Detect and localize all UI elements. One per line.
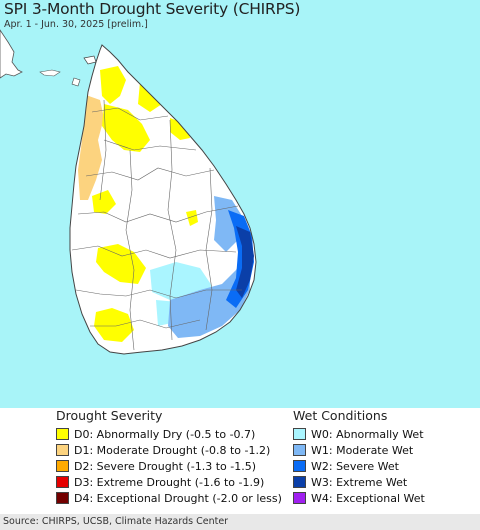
legend-item-w2: W2: Severe Wet — [293, 458, 425, 474]
legend-item-d3: D3: Extreme Drought (-1.6 to -1.9) — [56, 474, 282, 490]
swatch-d3 — [56, 476, 69, 488]
legend-label-w1: W1: Moderate Wet — [311, 443, 414, 457]
legend-label-w4: W4: Exceptional Wet — [311, 491, 425, 505]
d0-patch-west-mid — [92, 190, 116, 214]
mannar-islet — [71, 77, 81, 87]
severity-layer — [78, 66, 254, 342]
legend: Drought Severity D0: Abnormally Dry (-0.… — [0, 408, 480, 514]
drought-map — [0, 0, 480, 408]
swatch-d0 — [56, 428, 69, 440]
swatch-w0 — [293, 428, 306, 440]
legend-item-d4: D4: Exceptional Drought (-2.0 or less) — [56, 490, 282, 506]
legend-drought: Drought Severity D0: Abnormally Dry (-0.… — [56, 408, 282, 506]
legend-drought-heading: Drought Severity — [56, 408, 163, 423]
legend-label-d3: D3: Extreme Drought (-1.6 to -1.9) — [74, 475, 265, 489]
swatch-d4 — [56, 492, 69, 504]
legend-wet-heading: Wet Conditions — [293, 408, 388, 423]
legend-label-d1: D1: Moderate Drought (-0.8 to -1.2) — [74, 443, 271, 457]
d0-patch-east — [186, 210, 198, 226]
source-footer: Source: CHIRPS, UCSB, Climate Hazards Ce… — [0, 514, 480, 530]
legend-item-w1: W1: Moderate Wet — [293, 442, 425, 458]
legend-wet: Wet Conditions W0: Abnormally Wet W1: Mo… — [293, 408, 425, 506]
map-subtitle: Apr. 1 - Jun. 30, 2025 [prelim.] — [4, 19, 148, 30]
india-coast-island — [39, 69, 61, 77]
legend-item-d2: D2: Severe Drought (-1.3 to -1.5) — [56, 458, 282, 474]
legend-label-d4: D4: Exceptional Drought (-2.0 or less) — [74, 491, 282, 505]
d0-patch-north-3 — [102, 104, 150, 152]
w0-patch-south — [150, 262, 212, 300]
legend-label-w2: W2: Severe Wet — [311, 459, 399, 473]
w1-patch-southeast — [168, 256, 250, 338]
d0-patch-southwest — [94, 308, 134, 342]
legend-label-d0: D0: Abnormally Dry (-0.5 to -0.7) — [74, 427, 256, 441]
swatch-w4 — [293, 492, 306, 504]
legend-item-w4: W4: Exceptional Wet — [293, 490, 425, 506]
india-coast — [0, 29, 23, 79]
legend-label-w3: W3: Extreme Wet — [311, 475, 408, 489]
w1-patch-east — [214, 196, 242, 252]
w3-patch-east-coast — [236, 226, 254, 298]
legend-item-w3: W3: Extreme Wet — [293, 474, 425, 490]
swatch-w2 — [293, 460, 306, 472]
district-boundaries — [71, 99, 242, 351]
jaffna-islet — [83, 55, 97, 65]
title-block: SPI 3-Month Drought Severity (CHIRPS) Ap… — [0, 0, 304, 30]
swatch-w1 — [293, 444, 306, 456]
swatch-d1 — [56, 444, 69, 456]
legend-label-d2: D2: Severe Drought (-1.3 to -1.5) — [74, 459, 257, 473]
d0-patch-northeast — [170, 118, 190, 140]
legend-item-d0: D0: Abnormally Dry (-0.5 to -0.7) — [56, 426, 282, 442]
legend-item-d1: D1: Moderate Drought (-0.8 to -1.2) — [56, 442, 282, 458]
legend-label-w0: W0: Abnormally Wet — [311, 427, 424, 441]
legend-item-w0: W0: Abnormally Wet — [293, 426, 425, 442]
d0-patch-north-1 — [100, 66, 126, 104]
swatch-d2 — [56, 460, 69, 472]
map-title: SPI 3-Month Drought Severity (CHIRPS) — [4, 0, 301, 18]
swatch-w3 — [293, 476, 306, 488]
